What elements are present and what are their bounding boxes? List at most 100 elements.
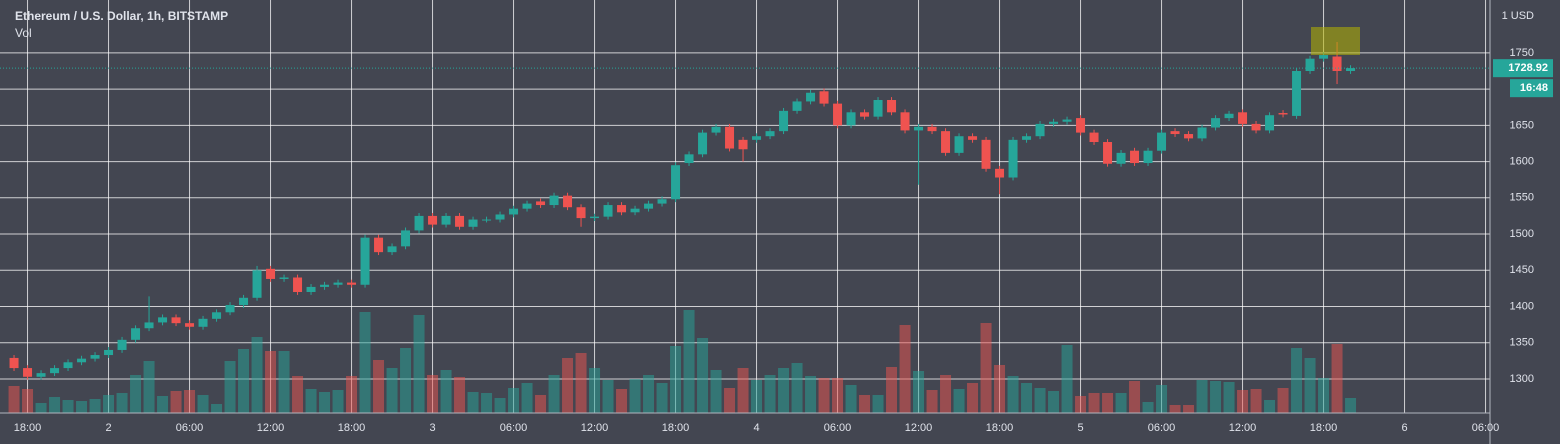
- volume-bar: [373, 360, 385, 413]
- volume-bar: [670, 346, 682, 413]
- volume-bar: [1196, 380, 1208, 413]
- candle-body: [293, 277, 303, 292]
- candle-body: [401, 230, 411, 247]
- y-tick-label: 1350: [1510, 337, 1534, 349]
- volume-bar: [170, 391, 182, 413]
- volume-bar: [76, 401, 88, 413]
- volume-bar: [238, 349, 250, 413]
- candle-body: [1116, 152, 1126, 164]
- volume-bar: [130, 375, 142, 413]
- candle-body: [1103, 142, 1113, 164]
- volume-bar: [656, 383, 668, 413]
- volume-bar: [1304, 358, 1316, 413]
- candle-body: [941, 131, 951, 153]
- x-tick-label: 5: [1077, 422, 1083, 434]
- volume-bar: [1007, 376, 1019, 413]
- x-tick-label: 18:00: [662, 422, 690, 434]
- volume-bar: [346, 376, 358, 413]
- candle-body: [603, 205, 613, 217]
- last-price-label: 1728.92: [1508, 62, 1548, 74]
- volume-bar: [332, 390, 344, 413]
- volume-label: Vol: [15, 26, 32, 40]
- volume-bar: [1102, 393, 1114, 413]
- candle-body: [1292, 71, 1302, 116]
- highlight-box: [1311, 27, 1360, 55]
- volume-bar: [508, 388, 520, 413]
- volume-bar: [764, 375, 776, 413]
- volume-bar: [575, 353, 587, 413]
- candle-body: [563, 195, 573, 208]
- candle-body: [644, 203, 654, 209]
- candle-body: [995, 168, 1005, 178]
- candle-body: [63, 362, 73, 369]
- volume-bar: [278, 351, 290, 413]
- axis-layer: 1300135014001450150015501600165017001750…: [14, 47, 1553, 434]
- volume-bar: [845, 385, 857, 413]
- volume-bar: [1277, 388, 1289, 413]
- candle-body: [1197, 127, 1207, 139]
- candle-layer: [0, 42, 1490, 380]
- candle-body: [860, 112, 870, 117]
- candle-body: [1251, 123, 1261, 131]
- candle-body: [185, 323, 195, 327]
- candle-body: [819, 91, 829, 104]
- volume-bar: [8, 386, 20, 413]
- candle-body: [279, 277, 289, 279]
- candle-body: [1089, 132, 1099, 143]
- candle-body: [1062, 119, 1072, 122]
- candle-body: [671, 165, 681, 200]
- candle-body: [590, 216, 600, 219]
- volume-bar: [62, 400, 74, 413]
- grid: [0, 0, 1490, 413]
- volume-bar: [724, 388, 736, 413]
- candle-body: [509, 208, 519, 215]
- candle-body: [765, 131, 775, 137]
- candle-body: [914, 126, 924, 131]
- candle-body: [1211, 118, 1221, 128]
- volume-bar: [994, 365, 1006, 413]
- volume-bar: [683, 310, 695, 413]
- volume-bar: [1115, 393, 1127, 413]
- volume-bar: [535, 395, 547, 413]
- volume-bar: [859, 395, 871, 413]
- volume-bar: [562, 358, 574, 413]
- candle-body: [1049, 121, 1059, 124]
- volume-bar: [980, 323, 992, 413]
- volume-bar: [805, 376, 817, 413]
- volume-bar: [1169, 405, 1181, 413]
- volume-bar: [467, 392, 479, 413]
- volume-bar: [49, 397, 61, 413]
- candle-body: [131, 328, 141, 340]
- candle-body: [1076, 118, 1086, 133]
- volume-bar: [913, 371, 925, 413]
- candle-body: [1143, 150, 1153, 164]
- countdown-box: [1510, 79, 1553, 98]
- candle-body: [549, 195, 559, 206]
- volume-bar: [224, 361, 236, 413]
- candle-body: [117, 339, 127, 350]
- candle-body: [617, 205, 627, 213]
- volume-bar: [1129, 381, 1141, 413]
- candle-body: [306, 286, 316, 292]
- volume-bar: [953, 389, 965, 413]
- volume-bar: [22, 389, 34, 413]
- candle-body: [833, 103, 843, 126]
- volume-bar: [400, 348, 412, 413]
- candle-body: [657, 199, 667, 204]
- candle-body: [738, 139, 748, 150]
- candle-body: [144, 322, 154, 329]
- volume-bar: [629, 379, 641, 413]
- y-tick-label: 1650: [1510, 119, 1534, 131]
- candle-body: [333, 282, 343, 285]
- x-tick-label: 12:00: [581, 422, 609, 434]
- candle-body: [873, 99, 883, 117]
- y-tick-label: 1450: [1510, 264, 1534, 276]
- volume-bar: [494, 398, 506, 413]
- volume-bar: [602, 380, 614, 413]
- volume-bar: [211, 404, 223, 413]
- candle-body: [347, 282, 357, 285]
- volume-bar: [35, 403, 47, 413]
- x-tick-label: 12:00: [257, 422, 285, 434]
- volume-bar: [1264, 400, 1276, 413]
- volume-bar: [1142, 402, 1154, 413]
